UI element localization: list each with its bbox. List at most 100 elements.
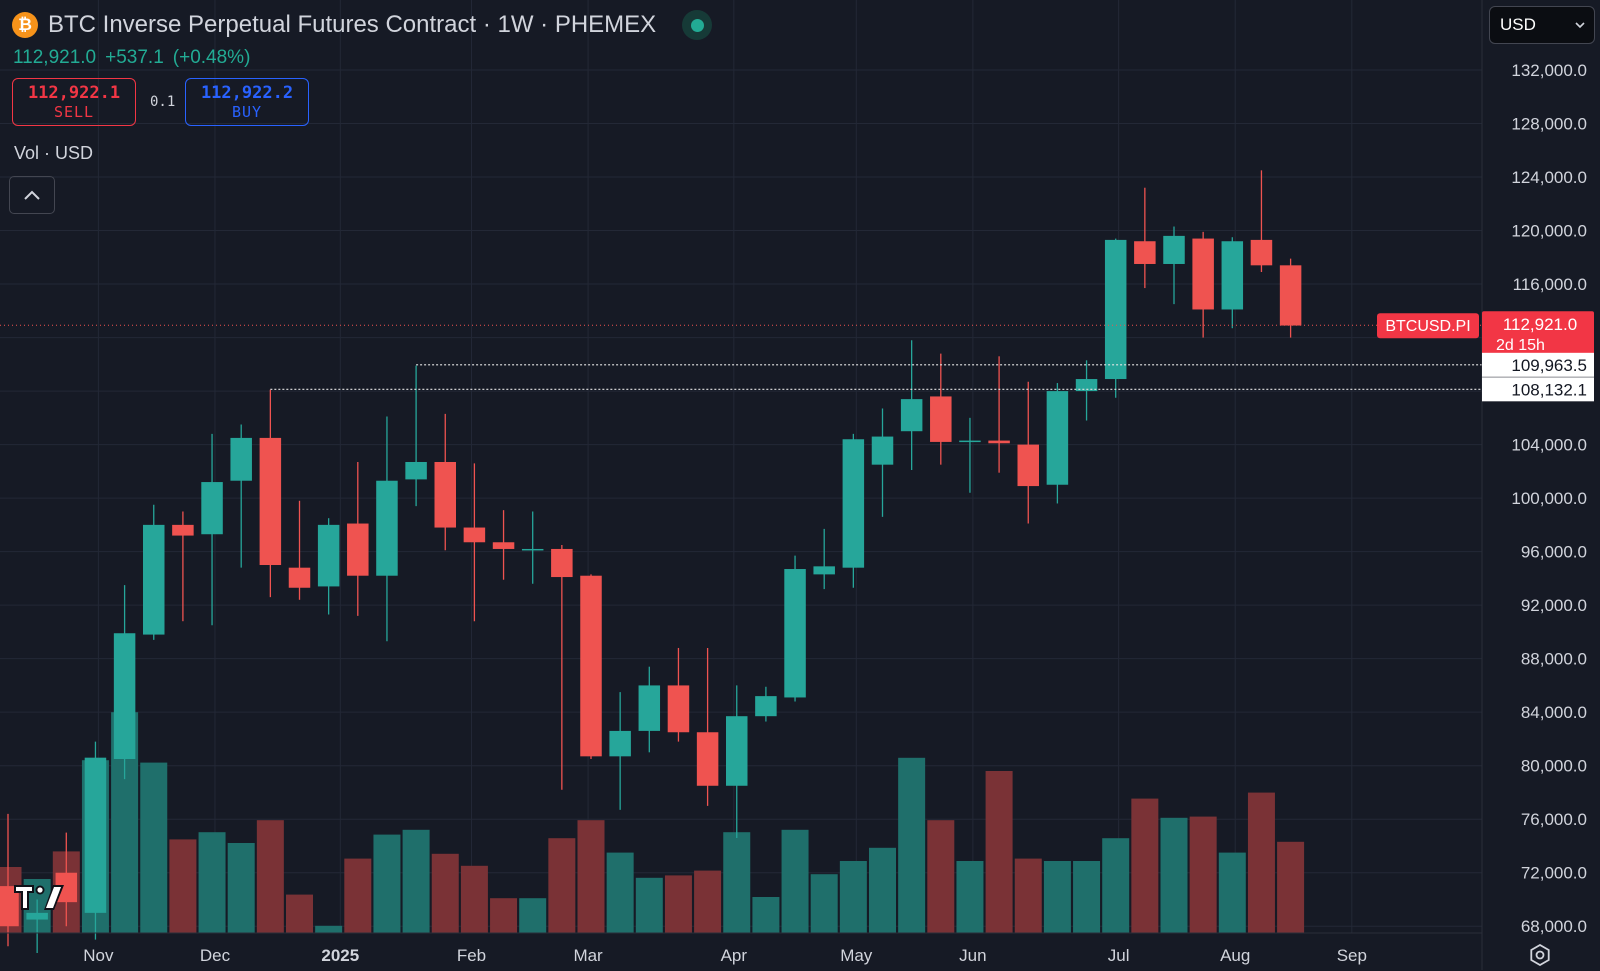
volume-bar — [490, 898, 518, 933]
volume-bar — [781, 829, 809, 933]
candle-body — [317, 524, 340, 587]
volume-bar — [577, 820, 605, 933]
sell-button[interactable]: 112,922.1 SELL — [12, 78, 136, 126]
candle-body — [230, 437, 252, 481]
horizontal-lines — [0, 324, 1482, 390]
sell-price: 112,922.1 — [27, 83, 121, 103]
time-axis: Nov Dec 2025 Feb Mar Apr May Jun Jul Aug Sep — [83, 946, 1367, 965]
currency-select[interactable]: USD — [1489, 6, 1595, 44]
volume-bar — [1073, 861, 1101, 933]
buy-button[interactable]: 112,922.2 BUY — [185, 78, 309, 126]
last-price-badge — [1482, 311, 1594, 358]
time-tick-label: Dec — [200, 946, 231, 965]
candle-body — [1250, 239, 1273, 266]
buy-label: BUY — [231, 103, 263, 121]
volume-legend[interactable]: Vol · USD — [14, 143, 94, 163]
volume-bar — [1247, 792, 1275, 933]
last-price: 112,921.0 — [13, 47, 97, 68]
candle-body — [900, 399, 923, 432]
price-tick-label: 124,000.0 — [1511, 168, 1587, 187]
settings-icon[interactable] — [1529, 943, 1551, 971]
time-tick-label: May — [840, 946, 873, 965]
candle-body — [609, 730, 631, 757]
price-change: +537.1 — [105, 47, 164, 68]
volume-bar — [169, 839, 197, 933]
candle-body — [376, 480, 398, 576]
volume-bar — [1189, 816, 1217, 933]
candle-body — [726, 716, 748, 786]
symbol-tag-badge — [1377, 313, 1479, 339]
volume-bar — [956, 861, 984, 933]
time-tick-label: Aug — [1220, 946, 1250, 965]
volume-bar — [606, 852, 634, 933]
sell-label: SELL — [53, 103, 95, 121]
time-tick-label: 2025 — [321, 946, 359, 965]
volume-bar — [694, 870, 722, 933]
volume-bar — [1014, 858, 1042, 933]
candle-body — [755, 696, 777, 717]
volume-bar — [519, 898, 547, 933]
candle-body — [463, 527, 486, 543]
candle-body — [667, 685, 690, 733]
price-tick-label: 88,000.0 — [1521, 650, 1587, 669]
volume-bar — [460, 865, 488, 933]
price-tick-label: 80,000.0 — [1521, 757, 1587, 776]
candle-body — [1279, 265, 1302, 326]
chart-header: ₿ BTC Inverse Perpetual Futures Contract… — [12, 10, 713, 40]
price-tick-label: 132,000.0 — [1511, 61, 1587, 80]
last-price-label: 112,921.0 — [1503, 315, 1577, 334]
volume-bars — [0, 712, 1305, 933]
volume-bar — [985, 771, 1013, 933]
volume-bar — [140, 762, 168, 933]
line-price-label: 109,963.5 — [1511, 356, 1587, 375]
volume-bar — [752, 897, 780, 933]
candle-body — [638, 685, 661, 731]
candle-body — [55, 872, 78, 903]
chevron-up-icon — [24, 190, 40, 200]
candle-body — [84, 757, 107, 913]
candle-body — [842, 439, 865, 568]
volume-bar — [402, 829, 430, 933]
price-change-percent: (+0.48%) — [172, 47, 251, 68]
volume-bar — [927, 820, 955, 933]
price-tick-label: 92,000.0 — [1521, 596, 1587, 615]
volume-bar — [869, 847, 896, 933]
volume-bar — [1160, 817, 1188, 933]
time-tick-label: Feb — [457, 946, 486, 965]
candle-body — [1075, 379, 1098, 392]
volume-bar — [1131, 798, 1159, 933]
candle-body — [492, 542, 515, 549]
price-labels: 112,921.0 2d 15h BTCUSD.PI 109,963.5 108,132… — [1377, 311, 1594, 402]
candle-body — [551, 548, 573, 578]
chevron-down-icon — [1575, 22, 1585, 29]
line-price-badge — [1482, 377, 1594, 402]
bitcoin-icon: ₿ — [12, 12, 38, 38]
candle-body — [930, 396, 952, 442]
time-tick-label: Jun — [959, 946, 986, 965]
price-tick-label: 68,000.0 — [1521, 917, 1587, 936]
candle-body — [959, 440, 981, 443]
price-tick-label: 84,000.0 — [1521, 703, 1587, 722]
price-tick-label: 76,000.0 — [1521, 810, 1587, 829]
candle-body — [405, 461, 427, 480]
candle-body — [1221, 241, 1244, 310]
collapse-legend-button[interactable] — [9, 176, 55, 214]
time-tick-label: Sep — [1337, 946, 1367, 965]
volume-bar — [635, 877, 663, 933]
volume-bar — [373, 834, 401, 933]
candlesticks — [0, 170, 1302, 953]
currency-value: USD — [1500, 15, 1536, 34]
time-tick-label: Apr — [721, 946, 748, 965]
volume-bar — [810, 874, 838, 933]
symbol-title[interactable]: BTC Inverse Perpetual Futures Contract ·… — [48, 11, 657, 38]
price-tick-label: 96,000.0 — [1521, 543, 1587, 562]
time-tick-label: Jul — [1108, 946, 1130, 965]
candle-body — [784, 569, 806, 698]
candle-body — [113, 633, 136, 760]
volume-bar — [1043, 861, 1071, 933]
tradingview-logo[interactable] — [14, 884, 64, 917]
candle-body — [434, 461, 456, 528]
volume-bar — [1277, 841, 1305, 933]
price-axis: 132,000.0 128,000.0 124,000.0 120,000.0 116,… — [1511, 61, 1587, 936]
